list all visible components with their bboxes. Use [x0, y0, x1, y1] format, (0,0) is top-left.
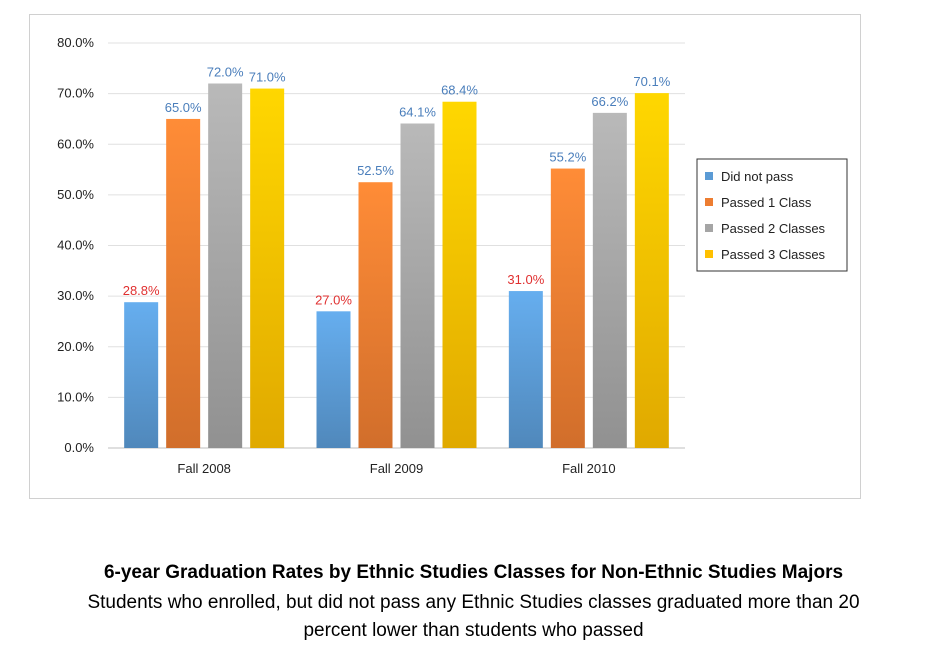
y-tick-label: 10.0%: [57, 389, 94, 404]
legend-box: [696, 158, 848, 272]
y-tick-label: 50.0%: [57, 187, 94, 202]
y-tick-label: 80.0%: [57, 35, 94, 50]
data-label: 68.4%: [441, 83, 478, 98]
x-axis-ticks: Fall 2008 Fall 2009 Fall 2010: [177, 461, 615, 476]
caption-title: 6-year Graduation Rates by Ethnic Studie…: [103, 562, 844, 583]
bar-did-not-pass-fall-2010: [508, 291, 543, 448]
data-label: 71.0%: [249, 70, 286, 85]
legend-item-label: Passed 1 Class: [721, 195, 812, 210]
y-tick-label: 30.0%: [57, 288, 94, 303]
bar-passed-1-class-fall-2010: [550, 168, 585, 449]
bar-passed-2-classes-fall-2010: [592, 112, 627, 449]
legend-swatch: [705, 250, 713, 258]
gridlines: [108, 42, 685, 449]
bar-passed-1-class-fall-2008: [166, 118, 201, 448]
data-label: 70.1%: [633, 74, 670, 89]
bar-passed-1-class-fall-2009: [358, 182, 393, 448]
bar-chart: 0.0% 10.0% 20.0% 30.0% 40.0% 50.0% 60.0% 70.0% 8…: [57, 35, 848, 476]
chart-frame: 0.0% 10.0% 20.0% 30.0% 40.0% 50.0% 60.0% 70.0% 8…: [29, 14, 861, 499]
legend: Did not pass Passed 1 Class Passed 2 Class…: [696, 158, 848, 272]
x-tick-label: Fall 2009: [370, 461, 423, 476]
legend-item-label: Passed 3 Classes: [721, 247, 826, 262]
bar-passed-2-classes-fall-2008: [208, 83, 243, 448]
data-label: 65.0%: [165, 100, 202, 115]
y-tick-label: 70.0%: [57, 86, 94, 101]
legend-swatch: [705, 198, 713, 206]
legend-swatch: [705, 172, 713, 180]
bar-passed-3-classes-fall-2009: [442, 101, 477, 448]
bar-did-not-pass-fall-2009: [316, 311, 351, 448]
y-tick-label: 20.0%: [57, 339, 94, 354]
data-label: 28.8%: [123, 283, 160, 298]
bar-passed-3-classes-fall-2008: [250, 88, 285, 448]
legend-item-label: Did not pass: [721, 169, 794, 184]
data-label: 72.0%: [207, 65, 244, 80]
data-label: 31.0%: [507, 272, 544, 287]
caption-text-line-1: Students who enrolled, but did not pass …: [87, 592, 860, 613]
y-tick-label: 0.0%: [64, 440, 94, 455]
bar-passed-3-classes-fall-2010: [634, 93, 669, 449]
data-label: 66.2%: [591, 94, 628, 109]
data-label: 52.5%: [357, 163, 394, 178]
data-label: 27.0%: [315, 292, 352, 307]
x-tick-label: Fall 2010: [562, 461, 615, 476]
legend-swatch: [705, 224, 713, 232]
x-tick-label: Fall 2008: [177, 461, 230, 476]
y-axis-ticks: 0.0% 10.0% 20.0% 30.0% 40.0% 50.0% 60.0% 70.0% 8…: [57, 35, 94, 455]
data-labels: 28.8% 65.0% 72.0% 71.0% 27.0% 52.5% 64.1% 68.4%…: [123, 65, 671, 308]
legend-item-label: Passed 2 Classes: [721, 221, 826, 236]
data-label: 55.2%: [549, 150, 586, 165]
caption-text-line-2: percent lower than students who passed: [303, 620, 644, 641]
data-label: 64.1%: [399, 104, 436, 119]
bars: [124, 83, 669, 449]
bar-passed-2-classes-fall-2009: [400, 123, 435, 449]
bar-did-not-pass-fall-2008: [124, 302, 159, 448]
y-tick-label: 40.0%: [57, 238, 94, 253]
y-tick-label: 60.0%: [57, 136, 94, 151]
